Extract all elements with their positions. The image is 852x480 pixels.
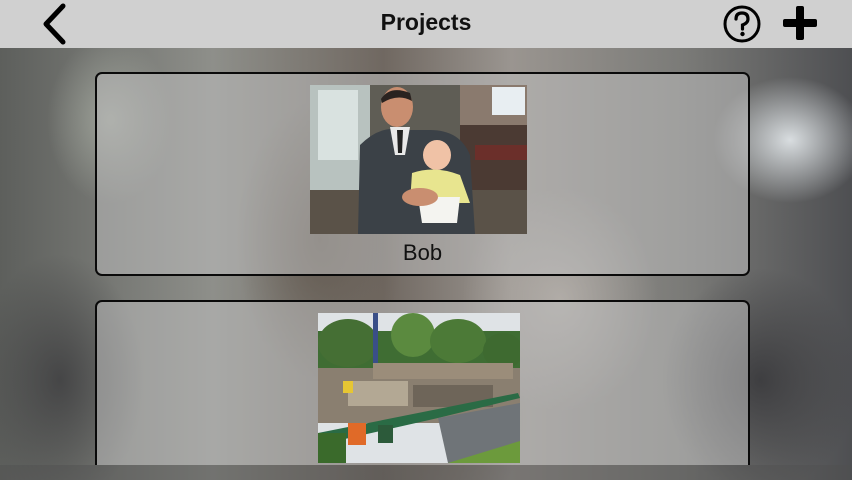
plus-icon bbox=[783, 6, 817, 40]
project-card[interactable] bbox=[95, 300, 750, 465]
page-title: Projects bbox=[380, 9, 472, 35]
project-thumbnail bbox=[310, 85, 527, 234]
question-circle-icon bbox=[723, 5, 761, 43]
navigation-bar: Projects bbox=[0, 0, 852, 48]
bottom-edge bbox=[0, 465, 852, 480]
chevron-left-icon bbox=[43, 3, 66, 45]
back-button[interactable] bbox=[30, 2, 78, 46]
project-card[interactable]: Bob bbox=[95, 72, 750, 276]
add-project-button[interactable] bbox=[778, 2, 822, 44]
project-list[interactable]: Bob bbox=[0, 48, 852, 465]
project-thumbnail bbox=[318, 313, 520, 463]
help-button[interactable] bbox=[720, 4, 764, 44]
project-label: Bob bbox=[402, 240, 443, 265]
